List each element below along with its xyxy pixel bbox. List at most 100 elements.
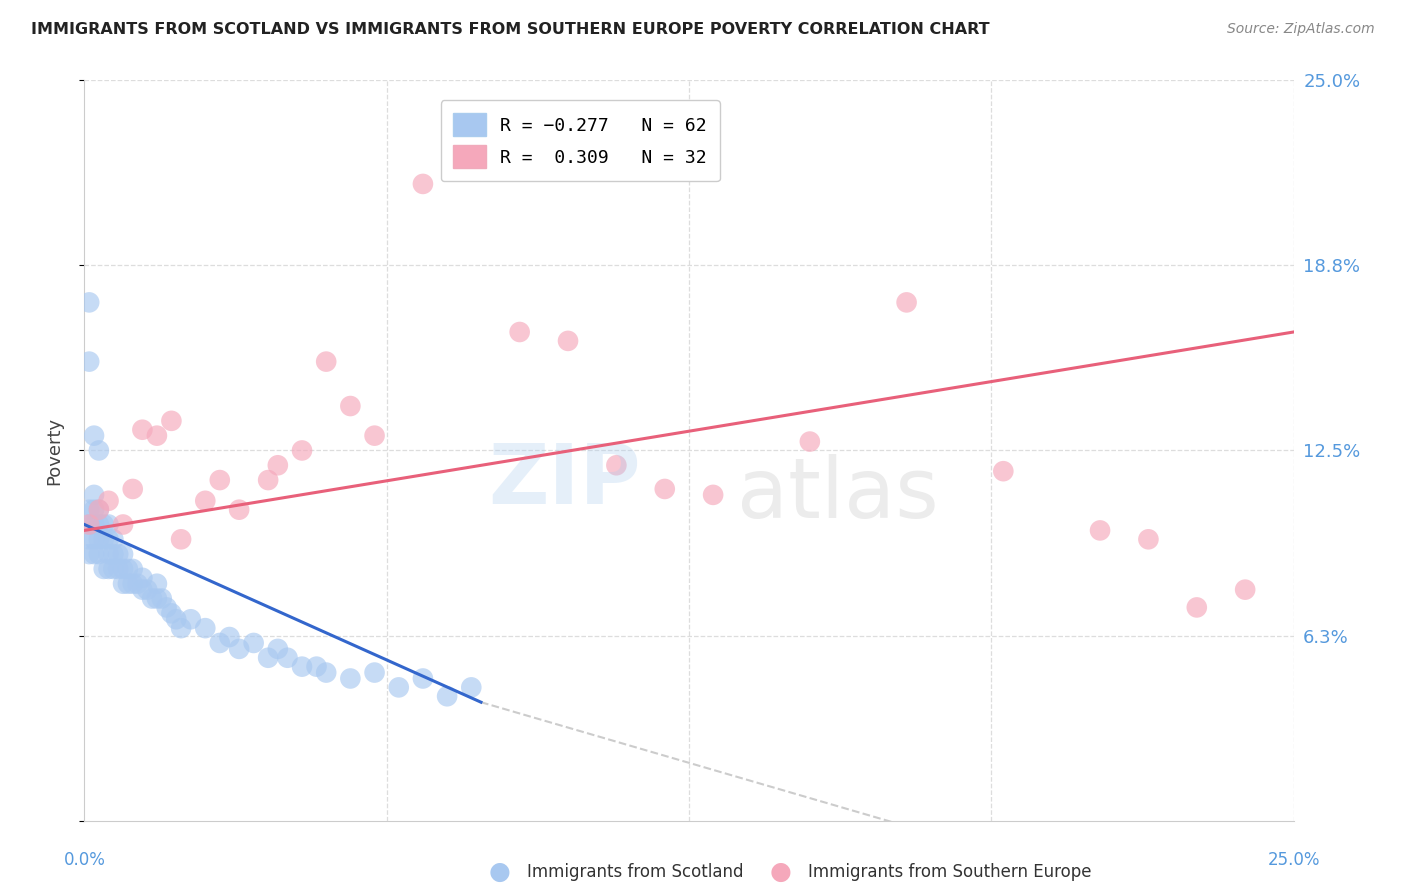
Point (121, 562, 143, 576)
Point (112, 547, 135, 561)
Point (363, 428, 385, 442)
Text: Immigrants from Scotland: Immigrants from Scotland (527, 863, 744, 881)
Point (436, 690, 458, 704)
Text: IMMIGRANTS FROM SCOTLAND VS IMMIGRANTS FROM SOUTHERN EUROPE POVERTY CORRELATION : IMMIGRANTS FROM SCOTLAND VS IMMIGRANTS F… (31, 22, 990, 37)
Point (412, 177, 434, 191)
Point (267, 641, 290, 656)
Point (315, 665, 337, 680)
Point (87, 502, 110, 516)
Point (103, 562, 125, 576)
Point (77, 354, 100, 368)
Text: Immigrants from Southern Europe: Immigrants from Southern Europe (808, 863, 1092, 881)
Point (107, 562, 129, 576)
Point (654, 482, 676, 496)
Point (155, 600, 177, 615)
Point (141, 591, 163, 606)
Point (131, 423, 153, 437)
Legend: R = −0.277   N = 62, R =  0.309   N = 32: R = −0.277 N = 62, R = 0.309 N = 32 (440, 101, 720, 181)
Point (87, 443, 110, 458)
Point (87, 517, 110, 532)
Point (160, 607, 183, 621)
Point (77, 533, 100, 547)
Text: 0.0%: 0.0% (63, 851, 105, 869)
Point (77, 517, 100, 532)
Point (557, 334, 579, 348)
Y-axis label: Poverty: Poverty (45, 417, 63, 484)
Point (83, 488, 105, 502)
Point (97, 517, 120, 532)
Point (117, 576, 139, 591)
Point (83, 517, 105, 532)
Point (339, 399, 361, 413)
Point (150, 591, 173, 606)
Point (77, 295, 100, 310)
Point (460, 132, 482, 146)
Point (896, 295, 918, 310)
Point (97, 547, 120, 561)
Point (87, 533, 110, 547)
Point (112, 562, 135, 576)
Point (194, 493, 217, 508)
Point (136, 582, 159, 597)
Point (180, 612, 202, 626)
Point (218, 630, 240, 644)
Point (242, 636, 264, 650)
Text: ●: ● (488, 861, 510, 884)
Point (993, 464, 1015, 478)
Point (1185, 600, 1208, 615)
Point (87, 547, 110, 561)
Point (117, 562, 139, 576)
Point (267, 458, 290, 473)
Point (228, 502, 250, 516)
Point (93, 533, 115, 547)
Point (131, 571, 153, 585)
Point (83, 502, 105, 516)
Point (412, 672, 434, 686)
Point (77, 517, 100, 532)
Point (339, 672, 361, 686)
Point (83, 547, 105, 561)
Point (87, 502, 110, 516)
Point (305, 659, 328, 673)
Point (121, 482, 143, 496)
Point (1137, 533, 1160, 547)
Point (257, 473, 280, 487)
Point (112, 576, 135, 591)
Point (208, 636, 231, 650)
Point (160, 414, 183, 428)
Point (276, 650, 298, 665)
Point (127, 576, 149, 591)
Point (315, 354, 337, 368)
Point (228, 641, 250, 656)
Point (460, 681, 482, 695)
Point (83, 533, 105, 547)
Point (103, 533, 125, 547)
Point (208, 473, 231, 487)
Point (799, 434, 821, 449)
Point (131, 582, 153, 597)
Text: ZIP: ZIP (488, 440, 641, 521)
Point (97, 533, 120, 547)
Point (170, 533, 193, 547)
Point (93, 562, 115, 576)
Point (291, 659, 314, 673)
Point (112, 517, 135, 532)
Point (93, 517, 115, 532)
Point (388, 681, 411, 695)
Point (291, 443, 314, 458)
Point (77, 502, 100, 516)
Point (605, 458, 627, 473)
Text: ●: ● (769, 861, 792, 884)
Point (77, 547, 100, 561)
Point (165, 612, 187, 626)
Point (107, 547, 129, 561)
Point (509, 325, 531, 339)
Point (194, 621, 217, 635)
Point (170, 621, 193, 635)
Point (146, 576, 169, 591)
Point (103, 547, 125, 561)
Point (83, 428, 105, 442)
Point (121, 576, 143, 591)
Point (97, 562, 120, 576)
Text: 25.0%: 25.0% (1267, 851, 1320, 869)
